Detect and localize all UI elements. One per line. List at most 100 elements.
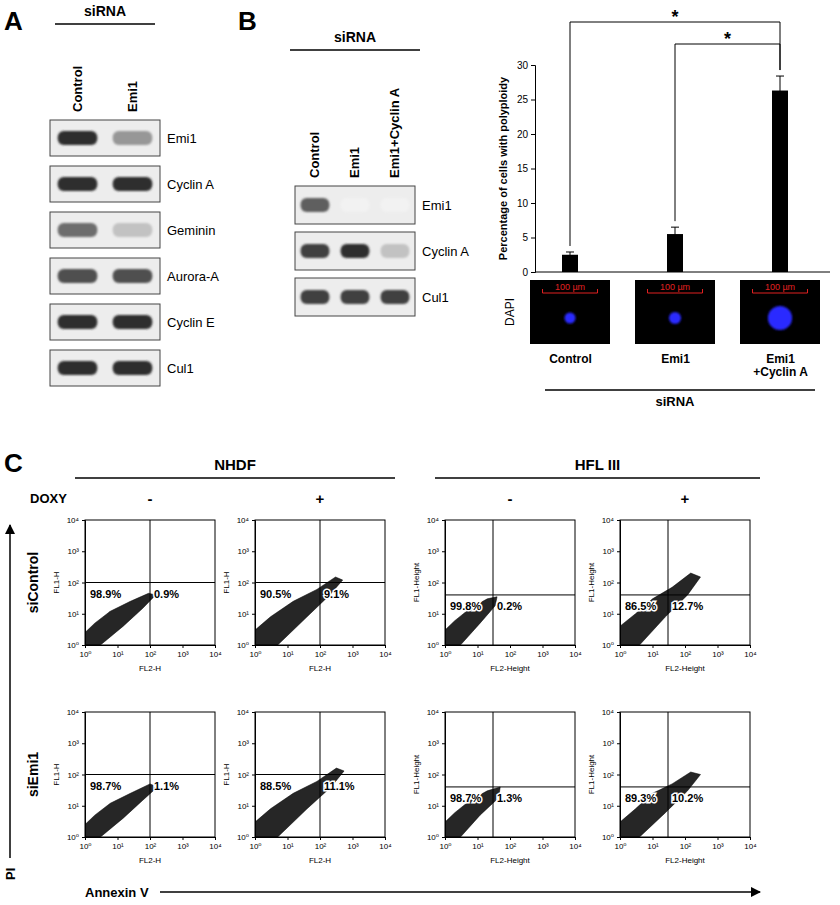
y-axis-line: [82, 713, 86, 838]
tick-mark: [750, 645, 751, 648]
tick-label: 25: [517, 94, 529, 105]
bar: [772, 91, 788, 272]
blot-band: [341, 290, 370, 304]
x-axis: 10⁰10¹10²10³10⁴: [614, 645, 757, 659]
blot-band: [113, 223, 153, 237]
y-axis-title: FL1-H: [222, 763, 231, 785]
y-axis-tick: 10¹: [67, 802, 85, 811]
y-axis-tick: 10³: [67, 739, 85, 748]
y-axis-tick: 10²: [67, 579, 85, 588]
blot-band: [58, 177, 98, 191]
tick-mark: [118, 837, 119, 840]
dapi-image: 100 µm: [530, 280, 610, 344]
flow-plot: 10⁰10¹10²10³10⁴10⁰10¹10²10³10⁴FL2-Height…: [587, 708, 757, 865]
tick-mark: [617, 806, 620, 807]
gate-horizontal: [85, 774, 215, 775]
header-line: [55, 23, 155, 25]
tick-label: 10⁴: [427, 516, 440, 525]
tick-label: 10⁰: [67, 641, 79, 650]
tick-mark: [442, 614, 445, 615]
bar-chart: 051015202530Percentage of cells with pol…: [497, 7, 830, 409]
plot-area: [445, 712, 575, 837]
blot-header: siRNA: [84, 3, 126, 19]
x-axis-title: FL2-H: [309, 856, 331, 865]
event-cloud: [85, 593, 156, 645]
tick-mark: [82, 614, 85, 615]
image-background: [740, 280, 820, 344]
x-axis: 10⁰10¹10²10³10⁴: [249, 645, 392, 659]
band-label: Aurora-A: [167, 269, 219, 284]
plot-area: [255, 712, 385, 837]
x-title: Annexin V: [85, 885, 149, 900]
y-axis-tick: 10³: [602, 739, 620, 748]
tick-label: 10⁴: [379, 650, 392, 659]
tick-mark: [510, 645, 511, 648]
tick-label: 10¹: [472, 650, 484, 659]
blot-band: [301, 244, 330, 258]
flow-plot: 10⁰10¹10²10³10⁴10⁰10¹10²10³10⁴FL2-Height…: [412, 516, 582, 673]
panel-label: B: [238, 6, 257, 36]
dapi-image: 100 µm: [740, 280, 820, 344]
flow-plot: 10⁰10¹10²10³10⁴10⁰10¹10²10³10⁴FL2-HFL1-H…: [222, 516, 392, 673]
tick-label: 10⁴: [67, 516, 80, 525]
tick-mark: [442, 775, 445, 776]
tick-label: 10³: [67, 739, 79, 748]
x-axis-tick: Control: [549, 350, 592, 366]
quadrant-percentage: 9.1%: [324, 588, 349, 600]
tick-mark: [150, 837, 151, 840]
gate-horizontal: [620, 786, 750, 787]
quadrant-percentage: 1.1%: [154, 780, 179, 792]
y-axis-tick: 10²: [602, 771, 620, 780]
tick-mark: [617, 743, 620, 744]
tick-mark: [82, 775, 85, 776]
group-line: [545, 389, 815, 391]
significance-star: *: [671, 7, 678, 27]
tick-mark: [653, 645, 654, 648]
image-row-label: DAPI: [503, 298, 517, 326]
tick-label: 10³: [712, 842, 724, 851]
tick-label: 10²: [680, 842, 692, 851]
blot-strip: [295, 232, 415, 270]
plot-area: [85, 712, 215, 837]
tick-mark: [617, 614, 620, 615]
tick-label: 10²: [505, 650, 517, 659]
y-axis-tick: 10²: [237, 771, 255, 780]
x-axis-tick: 10⁰: [79, 645, 91, 659]
tick-label: 10⁴: [237, 516, 250, 525]
tick-label: 10²: [427, 771, 439, 780]
y-axis-line: [531, 66, 536, 273]
tick-mark: [82, 583, 85, 584]
tick-label: 10⁰: [237, 833, 249, 842]
tick-label: 10²: [315, 842, 327, 851]
significance-bracket: [570, 22, 780, 246]
blot-band: [301, 198, 330, 212]
y-axis-tick: 5: [522, 232, 535, 243]
blot-band: [301, 290, 330, 304]
quadrant-percentage: 88.5%: [260, 780, 291, 792]
error-bar: [776, 76, 784, 105]
y-axis-tick: 10³: [67, 547, 85, 556]
tick-label: 10¹: [647, 842, 659, 851]
blot-strip: [50, 350, 160, 386]
tick-label: 10¹: [472, 842, 484, 851]
x-axis-tick: 10²: [145, 837, 157, 851]
tick-mark: [252, 583, 255, 584]
cell-line-header: NHDF: [214, 456, 256, 473]
y-axis-tick: 10¹: [237, 802, 255, 811]
tick-label: 10¹: [427, 610, 439, 619]
plot-frame: [620, 520, 750, 645]
gate-horizontal: [445, 786, 575, 787]
scale-bar-label: 100 µm: [765, 282, 795, 292]
tick-mark: [288, 645, 289, 648]
x-axis-tick: 10³: [537, 645, 549, 659]
y-axis-tick: 25: [517, 94, 535, 105]
tick-mark: [575, 645, 576, 648]
tick-label: 10²: [67, 771, 79, 780]
y-axis: 051015202530: [517, 60, 536, 278]
y-axis-title: FL1-H: [52, 571, 61, 593]
tick-label: Emi1+Cyclin A: [753, 352, 808, 380]
x-axis-tick: 10⁴: [569, 645, 582, 659]
y-axis-tick: 10³: [237, 547, 255, 556]
tick-label: 10⁰: [427, 833, 439, 842]
row-label: siControl: [25, 552, 41, 613]
